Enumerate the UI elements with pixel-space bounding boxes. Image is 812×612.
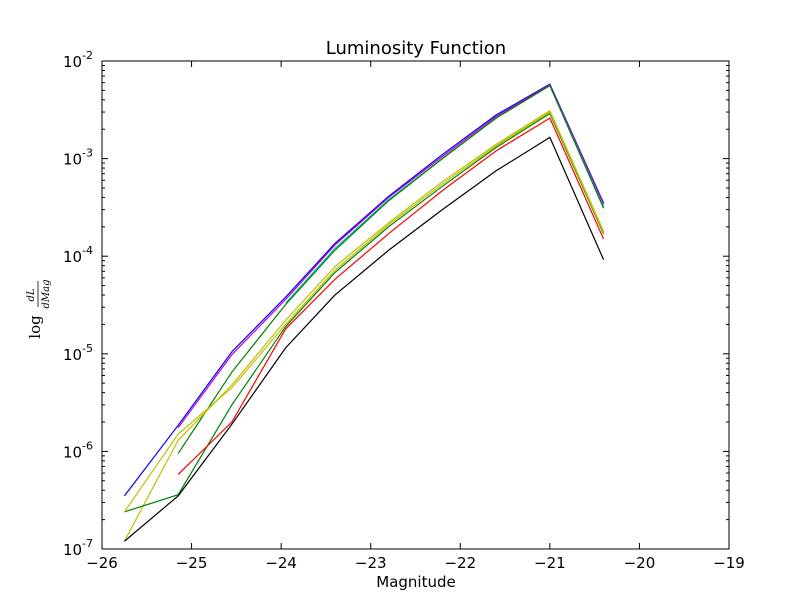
y-tick-label: 10-6 — [63, 439, 93, 461]
y-axis-label-log: log — [26, 315, 44, 339]
x-axis-label: Magnitude — [376, 573, 455, 591]
x-tick-label: −25 — [176, 554, 208, 572]
series-line-5 — [123, 109, 605, 542]
y-tick-label: 10-7 — [63, 537, 93, 559]
x-tick-label: −26 — [86, 554, 118, 572]
y-axis-label: log dL dMag — [26, 279, 52, 338]
plot-frame — [101, 60, 730, 550]
x-tick-label: −21 — [534, 554, 566, 572]
series-line-2 — [177, 83, 605, 429]
x-tick-label: −19 — [713, 554, 745, 572]
y-tick-label: 10-2 — [63, 49, 93, 71]
y-tick-label: 10-5 — [63, 342, 93, 364]
x-tick-label: −22 — [444, 554, 476, 572]
y-axis-label-denominator: dMag — [41, 279, 52, 308]
x-tick-label: −20 — [624, 554, 656, 572]
series-line-4 — [177, 84, 605, 454]
series-line-9 — [124, 136, 605, 542]
y-axis: 10-7 10-6 10-5 10-4 10-3 10-2 — [63, 49, 729, 559]
series-line-1 — [123, 83, 605, 497]
chart-title: Luminosity Function — [326, 38, 506, 59]
series-layer — [123, 83, 605, 542]
x-tick-label: −24 — [265, 554, 297, 572]
y-axis-label-numerator: dL — [26, 288, 37, 301]
x-axis: −26 −25 −24 −23 −22 −21 −20 −19 — [86, 61, 745, 572]
series-line-8 — [177, 117, 605, 475]
series-line-6 — [124, 112, 605, 513]
series-line-7 — [123, 111, 605, 513]
x-tick-label: −23 — [355, 554, 387, 572]
y-tick-label: 10-4 — [63, 244, 93, 266]
y-tick-label: 10-3 — [63, 147, 93, 169]
